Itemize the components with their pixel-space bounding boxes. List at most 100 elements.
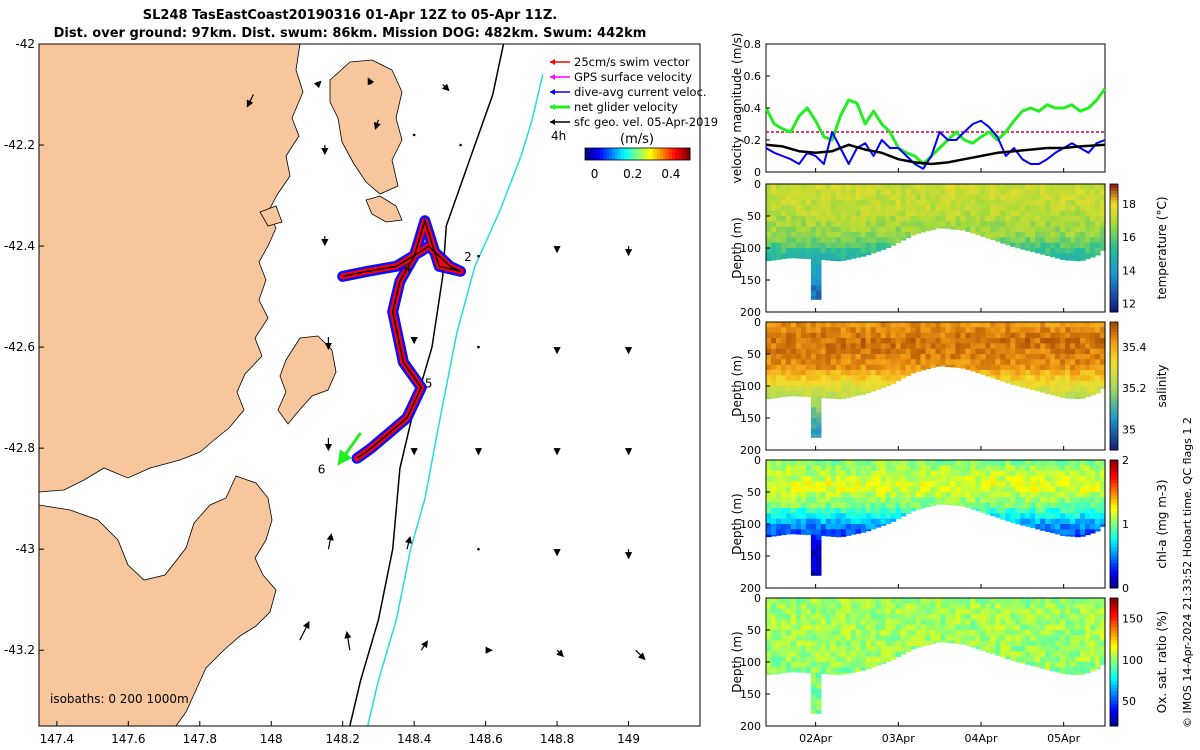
section-cell (985, 614, 991, 620)
section-cell (1090, 603, 1096, 610)
section-cell (825, 614, 832, 620)
colorbar-cell (1110, 536, 1118, 541)
section-cell (1075, 662, 1081, 668)
section-cell (810, 550, 817, 557)
section-cell (1000, 465, 1006, 472)
section-cell (880, 364, 887, 371)
section-cell (1055, 667, 1061, 673)
section-cell (920, 359, 927, 366)
section-cell (850, 481, 857, 488)
section-cell (965, 640, 971, 646)
section-cell (985, 502, 991, 509)
section-cell (945, 189, 952, 196)
section-cell (820, 640, 827, 647)
section-cell (840, 359, 847, 366)
section-cell (860, 502, 867, 509)
section-cell (880, 232, 887, 238)
section-cell (1030, 603, 1036, 610)
section-cell (915, 640, 922, 647)
section-cell (781, 460, 787, 466)
section-cell (815, 253, 822, 260)
section-cell (825, 338, 832, 344)
section-cell (1070, 396, 1076, 399)
section-cell (1070, 184, 1076, 190)
colorbar-cell (681, 148, 685, 160)
section-cell (1035, 200, 1041, 206)
section-cell (840, 370, 847, 376)
section-cell (890, 364, 897, 371)
colorbar-cell (1110, 514, 1118, 519)
section-cell (985, 651, 991, 653)
section-cell (1070, 465, 1076, 472)
section-cell (995, 348, 1001, 355)
section-cell (1000, 237, 1006, 244)
section-cell (905, 338, 912, 344)
section-cell (820, 646, 827, 652)
section-cell (815, 327, 822, 334)
section-cell (766, 470, 772, 477)
section-cell (1085, 359, 1091, 366)
section-cell (990, 189, 996, 196)
section-cell (1005, 640, 1011, 647)
section-cell (940, 322, 947, 328)
section-cell (785, 242, 792, 249)
section-cell (781, 386, 787, 392)
section-cell (945, 354, 952, 360)
section-cell (945, 226, 952, 229)
section-cell (870, 630, 877, 636)
section-cell (1085, 194, 1091, 201)
section-cell (1035, 348, 1041, 355)
section-cell (935, 343, 942, 350)
section-cell (1045, 242, 1051, 249)
section-cell (925, 332, 932, 339)
section-cell (800, 662, 807, 668)
section-cell (1015, 614, 1021, 620)
section-cell (776, 200, 782, 206)
section-cell (1080, 598, 1086, 604)
section-cell (810, 237, 817, 244)
section-cell (1045, 200, 1051, 206)
section-cell (980, 460, 986, 466)
section-cell (975, 200, 981, 206)
section-cell (885, 518, 892, 524)
section-cell (995, 370, 1001, 376)
section-cell (1070, 497, 1076, 504)
section-cell (865, 327, 872, 334)
section-cell (830, 460, 837, 466)
section-colorbar-tick-label: 14 (1122, 264, 1136, 277)
section-cell (1090, 338, 1096, 344)
section-cell (920, 502, 927, 509)
section-cell (820, 210, 827, 217)
section-cell (815, 651, 822, 658)
section-cell (1090, 619, 1096, 626)
section-cell (1080, 529, 1086, 536)
section-cell (885, 470, 892, 477)
section-cell (990, 630, 996, 636)
section-cell (950, 354, 957, 360)
section-cell (975, 640, 981, 647)
section-cell (875, 635, 882, 642)
section-cell (1075, 242, 1081, 249)
section-cell (1100, 497, 1106, 504)
section-cell (1065, 348, 1071, 355)
section-cell (880, 476, 887, 482)
colorbar-cell (639, 148, 643, 160)
section-cell (1060, 359, 1066, 366)
colorbar-cell (1110, 562, 1118, 567)
colorbar-cell (1110, 418, 1118, 422)
section-cell (1045, 667, 1051, 670)
section-cell (995, 608, 1001, 615)
section-cell (825, 502, 832, 509)
section-cell (771, 529, 777, 536)
section-cell (1025, 359, 1031, 366)
section-cell (1050, 603, 1056, 610)
section-cell (776, 667, 782, 674)
section-cell (815, 492, 822, 498)
section-cell (1080, 492, 1086, 498)
section-cell (1005, 497, 1011, 504)
section-cell (781, 486, 787, 493)
section-cell (776, 232, 782, 238)
section-cell (995, 614, 1001, 620)
section-cell (820, 460, 827, 466)
section-cell (930, 354, 937, 360)
